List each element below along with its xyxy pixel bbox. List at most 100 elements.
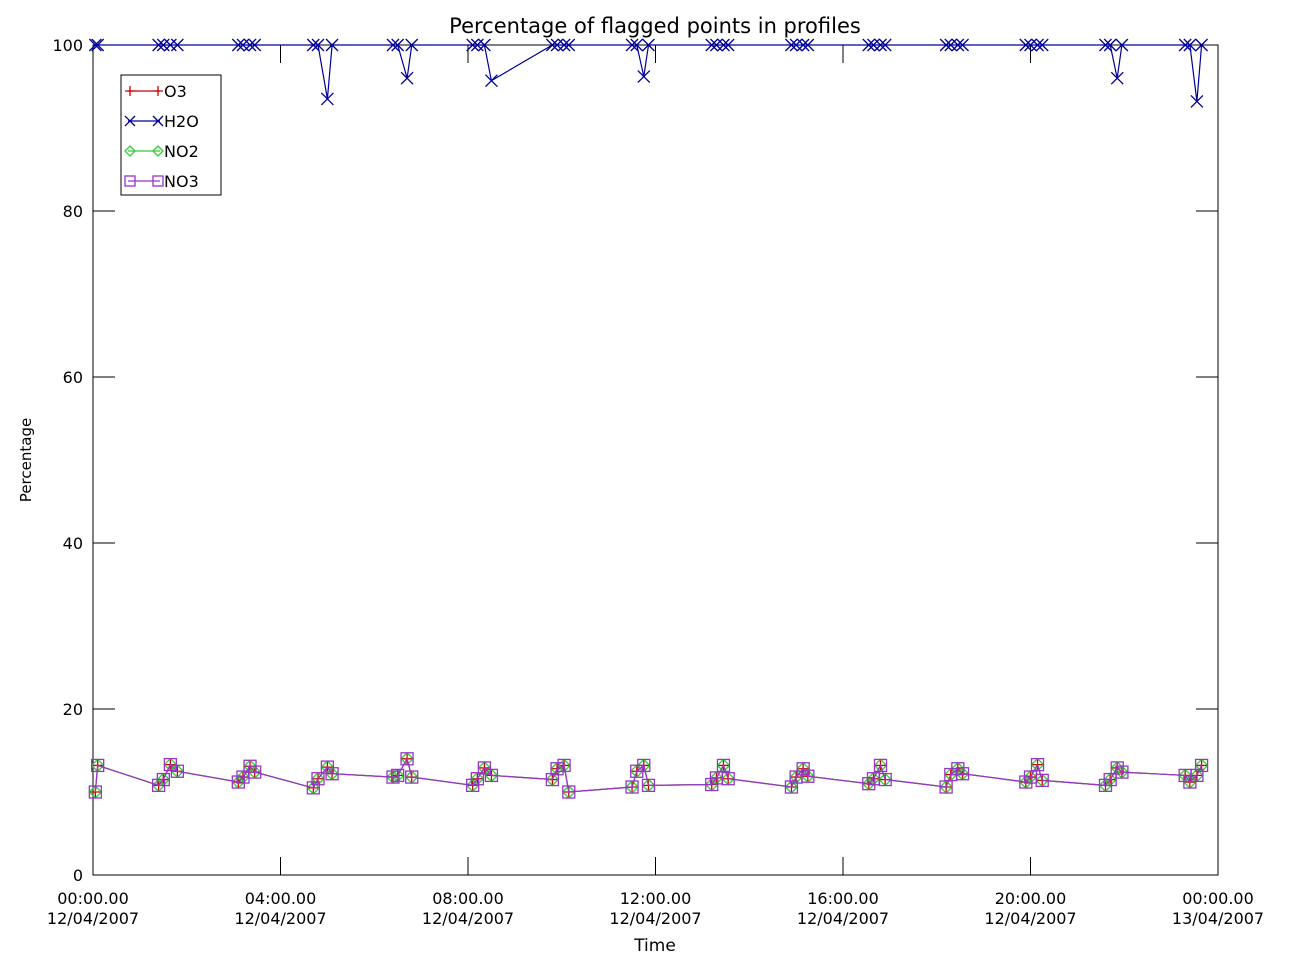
data-point-h2o [311,38,325,52]
data-point-h2o [152,38,166,52]
legend-label-o3: O3 [164,82,187,101]
data-point-h2o [1110,71,1124,85]
data-point-no3 [311,772,325,786]
x-tick-date: 12/04/2007 [47,909,139,928]
data-point-h2o [951,38,965,52]
x-tick-date: 13/04/2007 [1172,909,1264,928]
data-point-h2o [248,38,262,52]
data-point-h2o [545,38,559,52]
data-point-h2o [320,92,334,106]
data-point-h2o [705,38,719,52]
legend-marker-h2o [124,115,136,127]
data-point-h2o [243,38,257,52]
x-tick-time: 08:00.00 [432,889,504,908]
data-point-h2o [784,38,798,52]
x-tick-time: 12:00.00 [620,889,692,908]
data-point-h2o [874,38,887,52]
x-tick-date: 12/04/2007 [422,909,514,928]
data-point-h2o [470,38,484,52]
data-point-no3 [801,769,815,783]
legend: O3 H2O NO2 NO3 [120,74,222,196]
data-point-no3 [391,768,405,783]
data-point-no3 [545,772,560,787]
data-point-h2o [878,38,892,52]
data-point-no3 [1103,772,1117,787]
data-point-no3 [1110,761,1124,775]
data-point-h2o [91,38,105,52]
data-point-h2o [637,70,651,83]
data-point-no3 [796,762,810,776]
data-point-h2o [1178,38,1192,52]
plot-frame [92,44,1219,876]
data-point-h2o [862,38,876,52]
data-point-h2o [170,38,184,52]
data-point-h2o [156,38,170,52]
y-tick-label: 0 [73,866,83,885]
data-point-h2o [625,38,639,52]
x-tick-date: 12/04/2007 [797,909,889,928]
x-tick-date: 12/04/2007 [609,909,701,928]
data-point-h2o [956,38,969,52]
y-tick-label: 80 [63,202,83,221]
x-tick-time: 20:00.00 [995,889,1067,908]
data-point-no3 [1115,765,1129,779]
legend-label-no2: NO2 [164,142,199,161]
data-point-h2o [306,38,320,52]
legend-box [120,74,222,196]
x-tick-date: 12/04/2007 [234,909,326,928]
data-point-no3 [156,772,170,787]
data-point-no3 [484,768,499,783]
series-line-h2o [95,44,1203,102]
data-point-no3 [557,758,571,773]
data-point-no3 [1035,773,1049,788]
data-point-no3 [477,761,492,775]
legend-marker-no3 [124,175,136,187]
data-point-h2o [1190,94,1204,108]
series-layer [88,38,1209,799]
data-point-no3 [641,778,656,793]
data-point-no3 [386,770,400,784]
series-no3 [88,752,1209,799]
data-point-h2o [1103,38,1117,52]
data-point-h2o [386,38,400,52]
legend-label-h2o: H2O [164,112,199,131]
data-point-no3 [1030,757,1045,772]
data-point-h2o [325,38,339,52]
data-point-no3 [562,785,576,799]
x-axis-label: Time [633,936,676,956]
data-point-h2o [236,38,250,52]
y-axis-label: Percentage [17,418,35,502]
data-point-h2o [1035,38,1049,52]
data-point-no3 [170,764,185,778]
data-point-h2o [709,38,723,52]
x-tick-time: 00:00.00 [1182,889,1254,908]
data-point-h2o [477,38,491,52]
data-point-no3 [248,765,262,779]
data-point-h2o [400,71,414,85]
data-point-h2o [484,74,498,88]
data-point-h2o [163,38,177,52]
legend-marker-o3 [125,86,135,96]
data-point-h2o [796,38,810,52]
data-point-h2o [939,38,953,52]
data-point-no3 [862,777,876,791]
x-tick-date: 12/04/2007 [984,909,1076,928]
data-point-h2o [789,38,803,52]
legend-label-no3: NO3 [164,172,199,191]
data-point-h2o [642,38,655,52]
data-point-h2o [944,38,958,52]
data-point-no3 [470,772,485,786]
data-point-no3 [951,762,965,776]
data-point-h2o [630,38,644,52]
y-axis: 0 20 40 60 80 100 [52,36,1218,885]
data-point-h2o [405,38,419,52]
data-point-no3 [716,758,731,773]
data-point-h2o [1183,38,1197,52]
data-point-no3 [955,767,970,781]
data-point-h2o [88,38,102,52]
data-point-no3 [873,758,888,773]
x-axis: 00:00.0012/04/200704:00.0012/04/200708:0… [47,45,1264,928]
data-point-no3 [405,770,419,784]
legend-marker-no3 [152,175,164,187]
